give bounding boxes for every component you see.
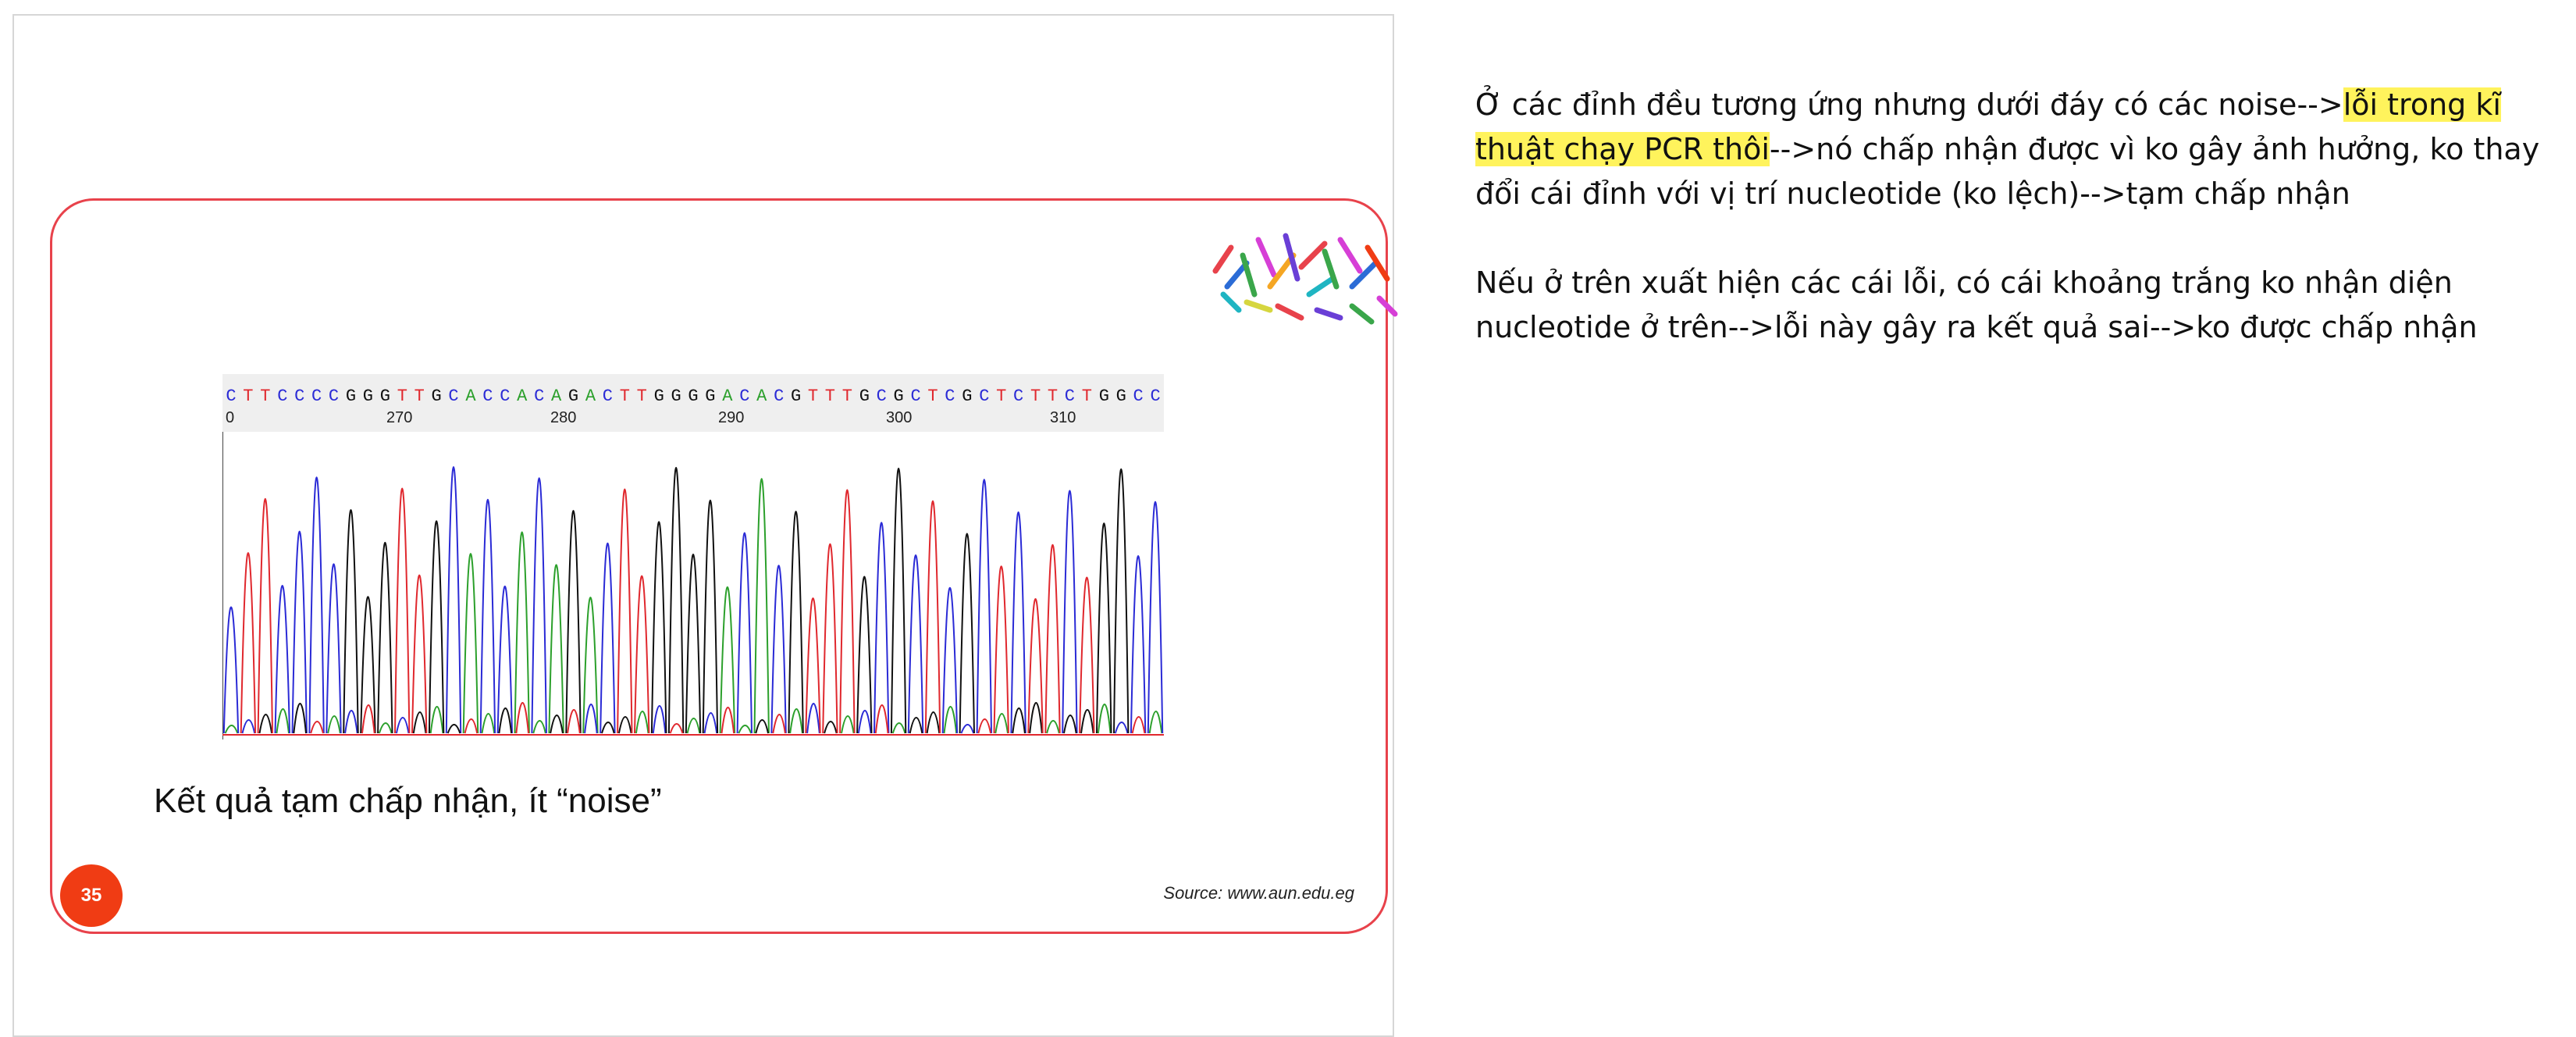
sequence-letter: G <box>363 387 373 406</box>
sequence-letter: C <box>877 387 887 406</box>
sequence-letter: C <box>226 387 236 406</box>
sequence-letter: T <box>260 387 270 406</box>
sequence-letter: C <box>1065 387 1075 406</box>
sequence-letter: T <box>842 387 852 406</box>
sequence-letter: T <box>1030 387 1041 406</box>
sequence-letter: G <box>859 387 870 406</box>
sequence-letter: T <box>620 387 630 406</box>
sequence-letter: G <box>688 387 698 406</box>
sequence-letter: T <box>825 387 835 406</box>
sequence-letter: G <box>1116 387 1126 406</box>
sequence-letter: C <box>1013 387 1023 406</box>
sequence-letter: T <box>637 387 647 406</box>
sequence-letter: G <box>962 387 972 406</box>
trace-A <box>224 478 1163 734</box>
sequence-letter: C <box>945 387 955 406</box>
trace-T <box>240 487 1146 734</box>
tick-label: 290 <box>718 409 744 426</box>
chromosomes-icon <box>1212 233 1398 325</box>
sequence-letter: C <box>329 387 339 406</box>
note-1-text: Ở các đỉnh đều tương ứng nhưng dưới đáy … <box>1475 87 2343 122</box>
speaker-notes: Ở các đỉnh đều tương ứng nhưng dưới đáy … <box>1475 83 2553 350</box>
sequence-letter: C <box>979 387 989 406</box>
sequence-band <box>222 374 1164 432</box>
sequence-letter: G <box>346 387 356 406</box>
sequence-letter: G <box>705 387 715 406</box>
tick-label: 270 <box>386 409 412 426</box>
sequence-letter: C <box>482 387 493 406</box>
sequence-letter: T <box>996 387 1006 406</box>
sequence-letter: T <box>397 387 407 406</box>
sequence-letter: C <box>534 387 544 406</box>
sequence-letter: G <box>894 387 904 406</box>
sequence-letter: G <box>671 387 681 406</box>
sequence-letter: G <box>791 387 801 406</box>
source-credit: Source: www.aun.edu.eg <box>1163 883 1354 903</box>
sequence-letter: A <box>722 387 733 406</box>
sequence-letter: T <box>243 387 253 406</box>
tick-label: 280 <box>550 409 576 426</box>
sequence-letter: T <box>415 387 425 406</box>
sequence-letter: T <box>927 387 938 406</box>
sequence-letter: G <box>568 387 578 406</box>
sequence-letter: C <box>774 387 784 406</box>
sequence-letter: C <box>1133 387 1144 406</box>
sequence-letter: C <box>603 387 613 406</box>
sequence-letter: T <box>1048 387 1058 406</box>
page-number-badge: 35 <box>60 864 123 927</box>
tick-label: 310 <box>1050 409 1076 426</box>
sequence-letter: C <box>448 387 458 406</box>
sequence-letter: C <box>739 387 749 406</box>
sequence-letter: C <box>294 387 304 406</box>
sequence-letter: C <box>277 387 287 406</box>
sequence-letter: A <box>756 387 767 406</box>
slide-caption: Kết quả tạm chấp nhận, ít “noise” <box>154 782 662 820</box>
sequence-letter: C <box>911 387 921 406</box>
note-1: Ở các đỉnh đều tương ứng nhưng dưới đáy … <box>1475 83 2553 216</box>
sequence-letter: C <box>1151 387 1161 406</box>
sequence-letter: C <box>311 387 322 406</box>
sequence-letter: C <box>500 387 510 406</box>
note-2: Nếu ở trên xuất hiện các cái lỗi, có cái… <box>1475 265 2478 344</box>
sequence-letter: G <box>380 387 390 406</box>
sequence-letter: A <box>465 387 476 406</box>
tick-label: 0 <box>226 409 234 426</box>
trace-C <box>222 466 1164 734</box>
note-1-text-continued: -->nó chấp nhận được vì ko gây ảnh hưởng… <box>1475 132 2540 211</box>
sequence-letter: T <box>808 387 818 406</box>
trace-G <box>258 467 1130 734</box>
tick-label: 300 <box>886 409 912 426</box>
sequence-letter: A <box>517 387 528 406</box>
sequence-letter: A <box>585 387 596 406</box>
sequence-letter: G <box>432 387 442 406</box>
sequence-letter: G <box>654 387 664 406</box>
sequence-letter: A <box>551 387 562 406</box>
sequence-letter: T <box>1082 387 1092 406</box>
sequence-letter: G <box>1099 387 1109 406</box>
